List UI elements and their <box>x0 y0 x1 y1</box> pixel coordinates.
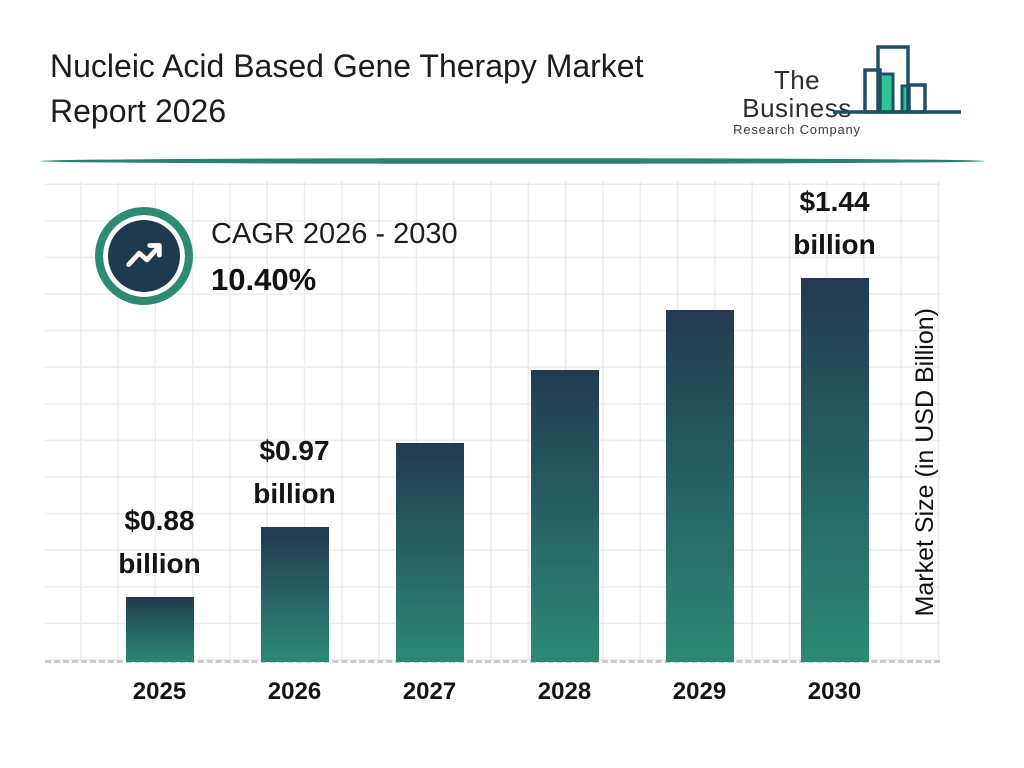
bar-2028 <box>530 370 599 662</box>
x-tick-label-2029: 2029 <box>672 678 727 705</box>
bar-2025 <box>125 597 194 662</box>
page-title-line2: Report 2026 <box>50 93 227 129</box>
page-title: Nucleic Acid Based Gene Therapy Market R… <box>50 44 643 134</box>
bar-2030 <box>800 278 869 662</box>
bar-2027 <box>395 443 464 662</box>
x-axis-baseline <box>45 660 940 663</box>
bar-2026 <box>260 527 329 662</box>
bar-column-2026: $0.97 billion 2026 <box>227 180 362 705</box>
x-tick-label-2027: 2027 <box>402 678 457 705</box>
bar-column-2029: 2029 <box>632 180 767 705</box>
bar-value-label-2030: $1.44 billion <box>793 186 876 260</box>
cagr-label: CAGR 2026 - 2030 <box>211 218 458 250</box>
bar-column-2025: $0.88 billion 2025 <box>92 180 227 705</box>
page-title-line1: Nucleic Acid Based Gene Therapy Market <box>50 48 644 84</box>
x-tick-label-2030: 2030 <box>807 678 862 705</box>
bar-chart-skyline-icon <box>833 45 961 114</box>
y-axis-label: Market Size (in USD Billion) <box>899 268 951 656</box>
y-axis-label-text: Market Size (in USD Billion) <box>910 307 939 617</box>
divider-line <box>40 158 985 164</box>
company-logo-text: The Business Research Company <box>726 66 868 137</box>
cagr-value: 10.40% <box>211 262 317 297</box>
bar-column-2027: 2027 <box>362 180 497 705</box>
bars-container: $0.88 billion 2025 $0.97 billion 2026 2027 2028… <box>92 180 902 705</box>
chart-gridlines <box>45 181 940 661</box>
trending-up-icon <box>126 243 162 268</box>
logo-name: The Business <box>742 65 852 123</box>
bar-value-label-2025: $0.88 billion <box>118 505 201 579</box>
cagr-badge <box>95 207 193 305</box>
bar-value-label-2026: $0.97 billion <box>253 435 336 509</box>
bar-column-2030: $1.44 billion 2030 <box>767 180 902 705</box>
logo-subname: Research Company <box>733 122 861 137</box>
x-tick-label-2025: 2025 <box>132 678 187 705</box>
bar-2029 <box>665 310 734 662</box>
x-tick-label-2026: 2026 <box>267 678 322 705</box>
bar-column-2028: 2028 <box>497 180 632 705</box>
x-tick-label-2028: 2028 <box>537 678 592 705</box>
